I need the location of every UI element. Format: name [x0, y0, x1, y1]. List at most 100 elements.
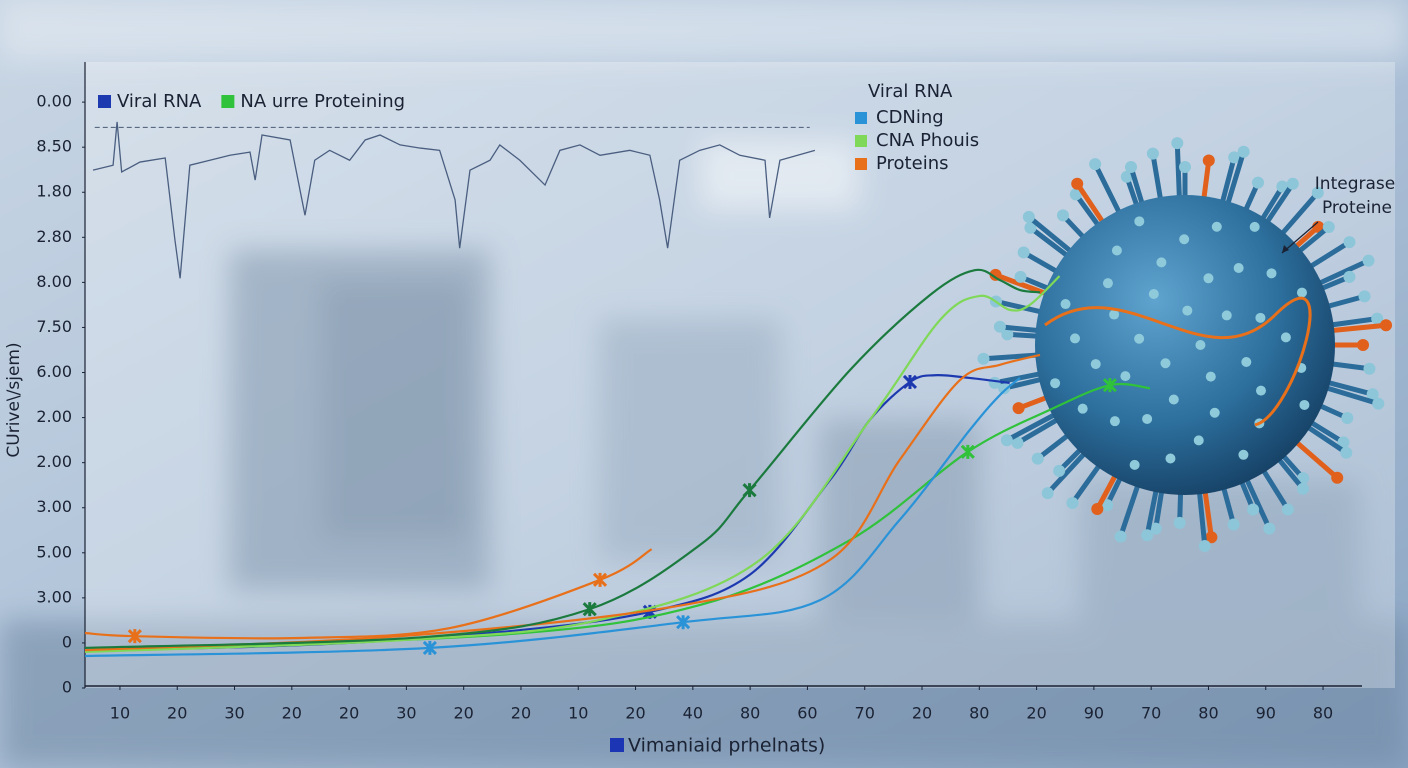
- virus-spike-tip: [1340, 446, 1353, 459]
- y-tick-label: 1.80: [36, 182, 72, 201]
- virus-spike-tip: [1371, 312, 1384, 325]
- point-marker: [1102, 378, 1117, 393]
- x-tick-label: 10: [568, 704, 588, 723]
- virus-spike-tip: [1171, 137, 1184, 150]
- virus-spike-tip: [1101, 499, 1114, 512]
- virus-spike-tip: [1024, 221, 1037, 234]
- legend-swatch: [98, 95, 111, 108]
- legend-title: Viral RNA: [868, 81, 953, 102]
- x-tick-label: 70: [1141, 704, 1161, 723]
- virus-surface-dot: [1193, 435, 1204, 446]
- virus-surface-dot: [1111, 245, 1122, 256]
- x-tick-label: 80: [1198, 704, 1218, 723]
- virus-spike: [1045, 445, 1093, 496]
- virus-surface-dot: [1255, 312, 1266, 323]
- virus-surface-dot: [1077, 403, 1088, 414]
- legend-label: Viral RNA: [117, 91, 202, 112]
- virus-spike-tip: [1331, 471, 1344, 484]
- virus-illustration: [977, 137, 1393, 553]
- series-line: [84, 275, 1061, 654]
- virus-surface-dot: [1165, 453, 1176, 464]
- virus-spike-tip: [1066, 496, 1079, 509]
- virus-surface-dot: [1129, 459, 1140, 470]
- virus-spike-tip: [1311, 186, 1324, 199]
- virus-spike: [1274, 190, 1321, 242]
- virus-spike-tip: [1022, 210, 1035, 223]
- y-tick-label: 0.00: [36, 92, 72, 111]
- virus-spike-tip: [1263, 522, 1276, 535]
- annotation: Integrase: [1315, 174, 1395, 194]
- virus-spike-tip: [1202, 154, 1215, 167]
- virus-spike-tip: [1341, 412, 1354, 425]
- virus-surface-dot: [1233, 262, 1244, 273]
- x-tick-label: 30: [396, 704, 416, 723]
- virus-surface-dot: [1090, 359, 1101, 370]
- virus-surface-dot: [1280, 332, 1291, 343]
- virus-spike-tip: [1343, 236, 1356, 249]
- virus-spike-tip: [1146, 147, 1159, 160]
- x-axis-title: Vimaniaid prhelnats): [628, 735, 825, 757]
- y-tick-label: 8.50: [36, 137, 72, 156]
- virus-spike-tip: [1276, 180, 1289, 193]
- virus-surface-dot: [1160, 358, 1171, 369]
- virus-spike-tip: [1252, 176, 1265, 189]
- virus-spike-tip: [998, 382, 1011, 395]
- point-marker: [960, 444, 975, 459]
- virus-spike-tip: [1017, 246, 1030, 259]
- x-tick-label: 80: [740, 704, 760, 723]
- legend-swatch: [855, 135, 867, 147]
- virus-surface-dot: [1120, 371, 1131, 382]
- x-tick-label: 60: [797, 704, 817, 723]
- x-tick-label: 70: [855, 704, 875, 723]
- virus-spike-tip: [1071, 177, 1084, 190]
- x-tick-label: 30: [224, 704, 244, 723]
- legend-label: NA urre Proteining: [240, 91, 405, 112]
- virus-surface-dot: [1299, 399, 1310, 410]
- virus-spike-tip: [993, 320, 1006, 333]
- virus-spike-tip: [1114, 530, 1127, 543]
- virus-spike-tip: [1089, 158, 1102, 171]
- legend-swatch: [221, 95, 235, 108]
- virus-spike-tip: [1380, 319, 1393, 332]
- virus-spike-tip: [1031, 452, 1044, 465]
- virus-surface-dot: [1249, 221, 1260, 232]
- legend-swatch: [855, 112, 867, 124]
- virus-spike: [1004, 408, 1065, 443]
- virus-surface-dot: [1156, 257, 1167, 268]
- virus-spike-tip: [1363, 362, 1376, 375]
- virus-surface-dot: [1296, 287, 1307, 298]
- virus-spike-tip: [1281, 503, 1294, 516]
- virus-spike-tip: [1286, 177, 1299, 190]
- virus-spike-tip: [1179, 161, 1191, 173]
- x-tick-label: 20: [454, 704, 474, 723]
- virus-spike-tip: [1053, 464, 1066, 477]
- point-marker: [676, 615, 691, 630]
- point-marker: [742, 483, 757, 498]
- series-line: [84, 268, 1041, 649]
- y-axis-title: CUrive\/sjem): [4, 342, 24, 457]
- virus-spike-tip: [1001, 328, 1014, 341]
- virus-surface-dot: [1109, 309, 1120, 320]
- y-tick-label: 6.00: [36, 362, 72, 381]
- x-tick-label: 20: [1026, 704, 1046, 723]
- y-tick-label: 3.00: [36, 587, 72, 606]
- virus-spike: [1321, 322, 1389, 334]
- virus-surface-dot: [1241, 356, 1252, 367]
- x-tick-label: 10: [110, 704, 130, 723]
- x-tick-label: 20: [339, 704, 359, 723]
- virus-spike-tip: [1014, 270, 1027, 283]
- x-tick-label: 20: [625, 704, 645, 723]
- x-tick-label: 90: [1084, 704, 1104, 723]
- virus-spike: [1092, 161, 1126, 223]
- virus-surface-dot: [1203, 273, 1214, 284]
- virus-spike-tip: [1358, 290, 1371, 303]
- virus-surface-dot: [1050, 378, 1061, 389]
- virus-spike-tip: [1056, 209, 1069, 222]
- virus-spike-tip: [1357, 339, 1369, 351]
- virus-spike: [1174, 140, 1183, 208]
- point-marker: [902, 374, 918, 390]
- virus-surface-dot: [1168, 394, 1179, 405]
- y-tick-label: 0: [62, 632, 72, 651]
